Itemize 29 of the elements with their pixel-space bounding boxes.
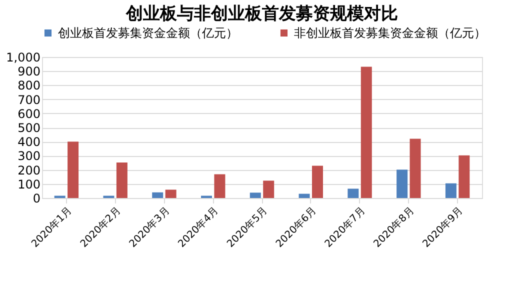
bar	[263, 180, 274, 198]
y-tick-label: 800	[18, 78, 40, 93]
y-tick-label: 300	[18, 149, 40, 164]
y-tick-label: 100	[18, 177, 40, 192]
bar	[214, 174, 226, 198]
bar	[298, 194, 310, 198]
bar	[396, 170, 408, 198]
bar	[152, 192, 164, 198]
y-tick-label: 600	[18, 106, 40, 121]
bar	[312, 166, 323, 198]
bar	[250, 192, 261, 198]
y-tick-label: 400	[18, 135, 40, 150]
chart-title: 创业板与非创业板首发募资规模对比	[125, 4, 398, 24]
bar	[68, 142, 79, 198]
bar	[360, 66, 372, 198]
bar	[410, 138, 421, 198]
y-tick-label: 900	[18, 64, 40, 79]
bar	[165, 190, 176, 198]
y-tick-label: 500	[18, 121, 40, 135]
y-tick-label: 0	[32, 192, 40, 206]
bar	[348, 188, 359, 198]
bar	[445, 183, 456, 198]
legend-label: 非创业板首发募集资金金额（亿元）	[294, 26, 486, 40]
bar	[116, 162, 128, 198]
legend-label: 创业板首发募集资金金额（亿元）	[58, 26, 238, 40]
bar	[458, 155, 470, 198]
y-tick-label: 200	[18, 163, 40, 178]
y-tick-label: 700	[18, 92, 40, 107]
y-tick-label: 1,000	[6, 50, 40, 64]
